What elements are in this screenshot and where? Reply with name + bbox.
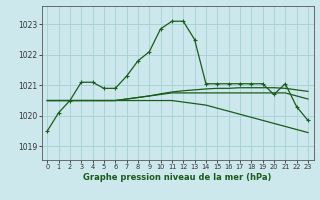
X-axis label: Graphe pression niveau de la mer (hPa): Graphe pression niveau de la mer (hPa): [84, 173, 272, 182]
